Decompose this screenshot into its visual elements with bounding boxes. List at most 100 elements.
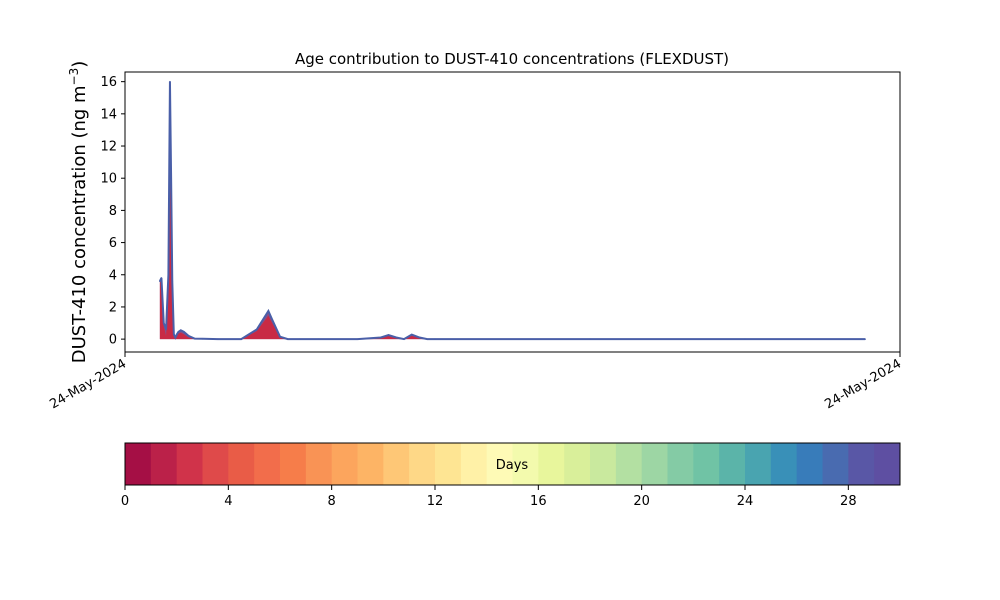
data-point-3 <box>165 328 167 331</box>
colorbar-ticks: 0 4 8 12 16 20 24 28 <box>121 485 857 509</box>
colorbar-cell-0 <box>125 443 152 485</box>
colorbar-cell-26 <box>796 443 823 485</box>
colorbar-cell-12 <box>435 443 462 485</box>
data-point-4 <box>167 273 170 276</box>
x-tick-label-1: 24-May-2024 <box>822 356 904 412</box>
colorbar-cell-24 <box>745 443 772 485</box>
data-point-36 <box>744 338 746 340</box>
colorbar-tick-label-7: 28 <box>840 494 857 509</box>
y-axis-label: DUST-410 concentration (ng m−3) <box>67 61 90 364</box>
colorbar-cell-23 <box>719 443 746 485</box>
data-point-8 <box>173 333 175 336</box>
plot-frame <box>124 71 901 353</box>
colorbar-cells <box>125 443 901 485</box>
colorbar-cell-15 <box>512 443 539 485</box>
y-tick-label-4: 8 <box>109 204 117 219</box>
data-point-14 <box>187 335 190 337</box>
colorbar-cell-11 <box>409 443 436 485</box>
data-point-9 <box>174 336 177 339</box>
data-point-22 <box>279 335 281 338</box>
data-point-34 <box>434 338 436 340</box>
colorbar-cell-25 <box>770 443 798 485</box>
colorbar: Days 0 4 8 12 16 20 24 28 <box>121 442 901 509</box>
y-axis-ticks: 0 2 4 6 8 10 12 14 16 <box>100 75 125 348</box>
colorbar-cell-6 <box>280 443 307 485</box>
colorbar-frame <box>124 442 901 486</box>
colorbar-tick-label-4: 16 <box>530 494 547 509</box>
data-point-6 <box>170 177 172 180</box>
data-point-33 <box>426 338 429 340</box>
y-tick-label-5: 10 <box>100 172 117 187</box>
series-total-line <box>158 81 866 341</box>
series-area-older <box>159 81 866 340</box>
colorbar-cell-29 <box>874 443 901 485</box>
data-point-27 <box>379 336 382 339</box>
data-point-0 <box>159 280 161 282</box>
y-axis-label-main: DUST-410 concentration (ng m <box>69 85 90 363</box>
colorbar-cell-9 <box>357 443 384 485</box>
colorbar-cell-1 <box>150 443 178 485</box>
data-point-23 <box>286 338 289 340</box>
y-tick-label-0: 0 <box>109 333 117 348</box>
data-point-37 <box>864 338 866 340</box>
y-axis-label-close: ) <box>69 61 90 68</box>
data-point-15 <box>193 337 196 340</box>
colorbar-cell-13 <box>460 443 488 485</box>
data-point-13 <box>183 331 185 333</box>
colorbar-cell-22 <box>693 443 720 485</box>
chart-title: Age contribution to DUST-410 concentrati… <box>295 50 729 68</box>
data-point-28 <box>387 334 390 336</box>
colorbar-cell-17 <box>564 443 591 485</box>
colorbar-cell-20 <box>641 443 668 485</box>
series-group <box>158 80 866 341</box>
colorbar-cell-10 <box>383 443 410 485</box>
data-point-11 <box>177 331 180 333</box>
data-point-30 <box>403 338 405 340</box>
colorbar-cell-2 <box>176 443 203 485</box>
data-point-26 <box>356 338 359 340</box>
colorbar-cell-27 <box>822 443 849 485</box>
data-point-7 <box>171 280 174 282</box>
colorbar-tick-label-0: 0 <box>121 494 129 509</box>
colorbar-cell-16 <box>538 443 565 485</box>
y-tick-label-8: 16 <box>100 75 117 90</box>
data-point-2 <box>162 322 165 324</box>
colorbar-cell-5 <box>254 443 281 485</box>
data-point-35 <box>589 338 591 340</box>
data-point-21 <box>271 319 274 321</box>
colorbar-label: Days <box>496 458 529 473</box>
data-point-32 <box>418 336 421 339</box>
y-axis-label-sup: −3 <box>67 68 81 86</box>
x-axis-ticks: 24-May-2024 24-May-2024 <box>47 352 904 412</box>
colorbar-tick-label-6: 24 <box>737 494 754 509</box>
data-point-10 <box>176 333 178 336</box>
colorbar-tick-label-5: 20 <box>633 494 650 509</box>
data-point-12 <box>180 329 182 332</box>
colorbar-cell-8 <box>331 443 358 485</box>
data-point-20 <box>267 310 270 312</box>
y-tick-label-1: 2 <box>109 300 117 315</box>
colorbar-tick-label-2: 8 <box>328 494 336 509</box>
data-point-19 <box>255 328 258 331</box>
colorbar-cell-19 <box>615 443 643 485</box>
colorbar-tick-label-3: 12 <box>427 494 444 509</box>
data-point-1 <box>160 277 163 279</box>
y-tick-label-7: 14 <box>100 107 117 122</box>
colorbar-cell-7 <box>305 443 333 485</box>
data-point-16 <box>201 338 204 340</box>
colorbar-cell-14 <box>486 443 513 485</box>
data-point-5 <box>169 80 171 83</box>
data-point-17 <box>217 338 219 340</box>
colorbar-cell-28 <box>848 443 875 485</box>
data-point-18 <box>240 338 243 340</box>
colorbar-tick-label-1: 4 <box>224 494 232 509</box>
colorbar-cell-4 <box>228 443 255 485</box>
plot-area: 0 2 4 6 8 10 12 14 16 24-May-2024 24-May-2024 <box>47 71 904 412</box>
y-tick-label-2: 4 <box>109 268 117 283</box>
y-tick-label-6: 12 <box>100 140 117 155</box>
colorbar-cell-18 <box>590 443 617 485</box>
data-point-25 <box>317 338 320 340</box>
colorbar-cell-21 <box>667 443 694 485</box>
x-tick-label-0: 24-May-2024 <box>47 356 129 412</box>
